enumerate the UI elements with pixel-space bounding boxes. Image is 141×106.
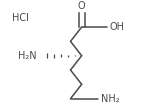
Text: NH₂: NH₂ <box>101 94 120 104</box>
Text: O: O <box>78 1 85 11</box>
Text: H₂N: H₂N <box>18 51 37 61</box>
Text: OH: OH <box>110 22 125 32</box>
Text: HCl: HCl <box>12 13 29 23</box>
